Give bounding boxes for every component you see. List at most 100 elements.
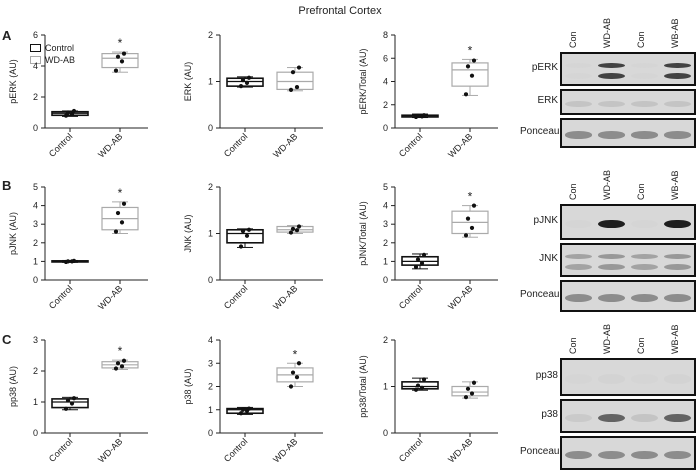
y-tick-label: 6 bbox=[33, 30, 38, 40]
band-signal bbox=[598, 450, 625, 460]
data-point bbox=[465, 64, 471, 69]
band-label: JNK bbox=[539, 253, 558, 264]
data-point bbox=[415, 113, 421, 118]
x-tick-label: WD-AB bbox=[96, 283, 124, 311]
data-point bbox=[290, 70, 296, 75]
blot-lane bbox=[628, 91, 661, 113]
blot-lane bbox=[562, 206, 595, 238]
data-point bbox=[463, 395, 469, 400]
data-point bbox=[71, 108, 77, 114]
x-tick-label: WD-AB bbox=[446, 283, 474, 311]
y-tick-label: 8 bbox=[383, 30, 388, 40]
band-signal bbox=[664, 131, 691, 139]
lane-label: WB-AB bbox=[670, 170, 680, 200]
lane-label-row: Con WD-AB Con WB-AB bbox=[560, 0, 700, 52]
data-point bbox=[288, 384, 294, 389]
data-point bbox=[115, 361, 121, 366]
data-point bbox=[115, 210, 121, 216]
blot-lane bbox=[595, 282, 628, 310]
band-signal bbox=[664, 219, 691, 229]
data-point bbox=[463, 92, 469, 97]
band-signal bbox=[631, 253, 658, 259]
y-tick-label: 2 bbox=[383, 100, 388, 110]
band-label: pp38 bbox=[535, 370, 558, 381]
band-signal bbox=[631, 294, 658, 302]
band-signal bbox=[565, 253, 592, 259]
panel-letter-a: A bbox=[2, 28, 12, 43]
data-point bbox=[121, 201, 127, 206]
y-axis-label: p38 (AU) bbox=[183, 368, 193, 404]
blot-lane bbox=[562, 282, 595, 310]
box-control bbox=[226, 77, 264, 87]
y-axis-label: ERK (AU) bbox=[183, 62, 193, 102]
data-point bbox=[71, 396, 77, 401]
x-tick-label: Control bbox=[47, 131, 75, 159]
y-axis-label: pERK/Total (AU) bbox=[358, 48, 368, 114]
y-tick-label: 2 bbox=[383, 335, 388, 345]
band-label: pERK bbox=[531, 62, 558, 73]
y-tick-label: 4 bbox=[383, 77, 388, 87]
band-signal bbox=[598, 263, 625, 270]
y-tick-label: 5 bbox=[33, 182, 38, 192]
legend: Control WD-AB bbox=[30, 42, 75, 66]
box-control bbox=[226, 228, 264, 244]
y-tick-label: 0 bbox=[33, 123, 38, 133]
blot-lane bbox=[562, 120, 595, 146]
band-signal bbox=[631, 62, 658, 68]
data-point bbox=[465, 216, 471, 221]
y-tick-label: 1 bbox=[383, 382, 388, 392]
band-signal bbox=[664, 263, 691, 270]
band-signal bbox=[631, 413, 658, 423]
data-point bbox=[238, 244, 244, 249]
blot-lane bbox=[562, 438, 595, 468]
blot-band-ponceau bbox=[560, 118, 696, 148]
y-tick-label: 1 bbox=[33, 256, 38, 266]
y-tick-label: 1 bbox=[33, 397, 38, 407]
blot-lane bbox=[628, 360, 661, 394]
y-tick-label: 2 bbox=[208, 30, 213, 40]
data-point bbox=[240, 407, 246, 412]
band-signal bbox=[565, 100, 592, 108]
x-tick-label: WD-AB bbox=[271, 436, 299, 464]
data-point bbox=[238, 84, 244, 89]
data-point bbox=[294, 375, 300, 380]
lane-label-row: Con WD-AB Con WB-AB bbox=[560, 302, 700, 358]
band-signal bbox=[631, 219, 658, 229]
data-point bbox=[121, 358, 127, 363]
x-tick-label: Control bbox=[397, 131, 425, 159]
blot-lane bbox=[562, 91, 595, 113]
legend-swatch-wdab bbox=[30, 56, 41, 64]
blot-band-pjnk bbox=[560, 204, 696, 240]
y-tick-label: 2 bbox=[208, 182, 213, 192]
band-signal bbox=[631, 72, 658, 79]
data-point bbox=[63, 406, 69, 411]
band-label: Ponceau bbox=[520, 446, 560, 457]
data-point bbox=[113, 366, 119, 371]
y-tick-label: 0 bbox=[383, 123, 388, 133]
chart-pjnk: 0 1 2 3 4 5 pJNK (AU) Control WD-AB * bbox=[8, 182, 148, 312]
band-label: p38 bbox=[541, 409, 558, 420]
y-tick-label: 3 bbox=[383, 219, 388, 229]
significance-star: * bbox=[118, 186, 123, 200]
data-point bbox=[469, 391, 475, 396]
band-signal bbox=[565, 413, 592, 423]
y-axis-label: pp38 (AU) bbox=[8, 366, 18, 407]
legend-item-control: Control bbox=[30, 42, 75, 54]
data-point bbox=[413, 264, 419, 270]
y-tick-label: 0 bbox=[33, 275, 38, 285]
data-point bbox=[63, 113, 69, 118]
data-point bbox=[419, 261, 425, 266]
x-tick-label: Control bbox=[222, 283, 250, 311]
band-label: pJNK bbox=[533, 215, 558, 226]
data-point bbox=[244, 80, 250, 85]
band-signal bbox=[631, 263, 658, 270]
data-point bbox=[69, 111, 75, 117]
lane-label: Con bbox=[636, 183, 646, 200]
data-point bbox=[240, 229, 246, 234]
data-point bbox=[465, 386, 471, 391]
blot-lane bbox=[661, 282, 694, 310]
y-tick-label: 2 bbox=[33, 92, 38, 102]
y-axis-label: pJNK/Total (AU) bbox=[358, 201, 368, 266]
data-point bbox=[415, 383, 421, 388]
blot-lane bbox=[595, 438, 628, 468]
